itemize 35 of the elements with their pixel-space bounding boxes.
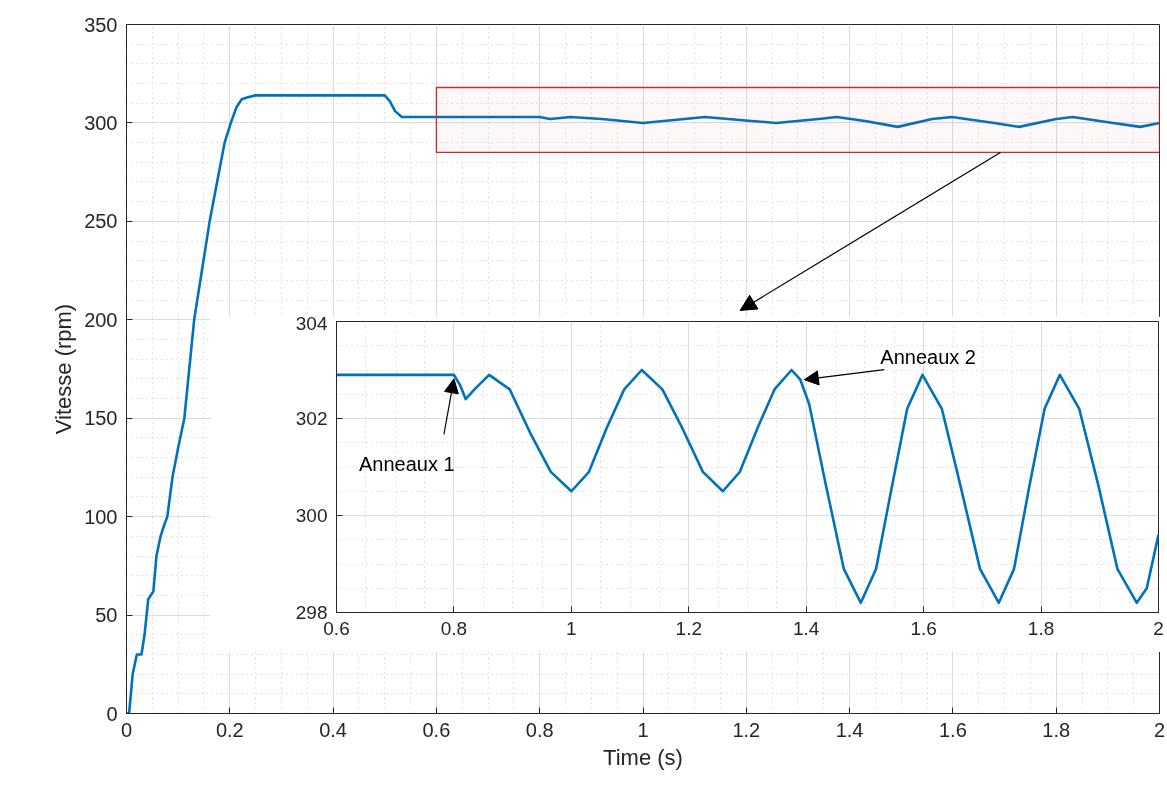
x-tick-label: 1.8 [1042,718,1071,741]
x-tick-label: 1.8 [1027,617,1055,639]
x-tick-label: 0.8 [525,718,554,741]
x-tick-label: 1.4 [835,718,864,741]
y-tick-label: 304 [295,312,328,334]
y-tick-label: 150 [84,407,118,430]
y-tick-label: 100 [84,505,118,528]
y-tick-label: 300 [295,505,328,526]
annotation: Anneaux 2 [880,345,976,368]
annotation: Anneaux 1 [358,452,455,475]
x-tick-label: 0.6 [422,718,451,741]
x-tick-label: 0.2 [215,718,244,741]
x-tick-label: 1 [637,718,649,741]
y-tick-label: 0 [106,702,118,725]
x-tick-label: 0 [120,718,133,741]
x-tick-label: 2 [1153,718,1166,741]
y-tick-label: 350 [84,13,118,36]
y-tick-label: 50 [95,604,118,627]
x-tick-label: 1 [566,617,577,639]
y-tick-label: 200 [84,308,118,331]
x-tick-label: 2 [1153,617,1164,639]
x-tick-label: 1.6 [910,617,937,639]
y-axis-title: Vitesse (rpm) [51,303,77,435]
y-tick-label: 300 [84,111,118,134]
x-tick-label: 0.4 [319,718,348,741]
x-axis-title: Time (s) [603,744,683,770]
x-tick-label: 0.8 [440,617,468,639]
x-tick-label: 1.4 [793,617,820,639]
x-tick-label: 1.6 [939,718,967,741]
x-tick-label: 1.2 [732,718,761,741]
y-tick-label: 298 [295,602,328,623]
y-tick-label: 250 [84,210,118,233]
y-tick-label: 302 [295,408,328,429]
line-series [336,368,1159,605]
x-tick-label: 1.2 [675,617,702,639]
